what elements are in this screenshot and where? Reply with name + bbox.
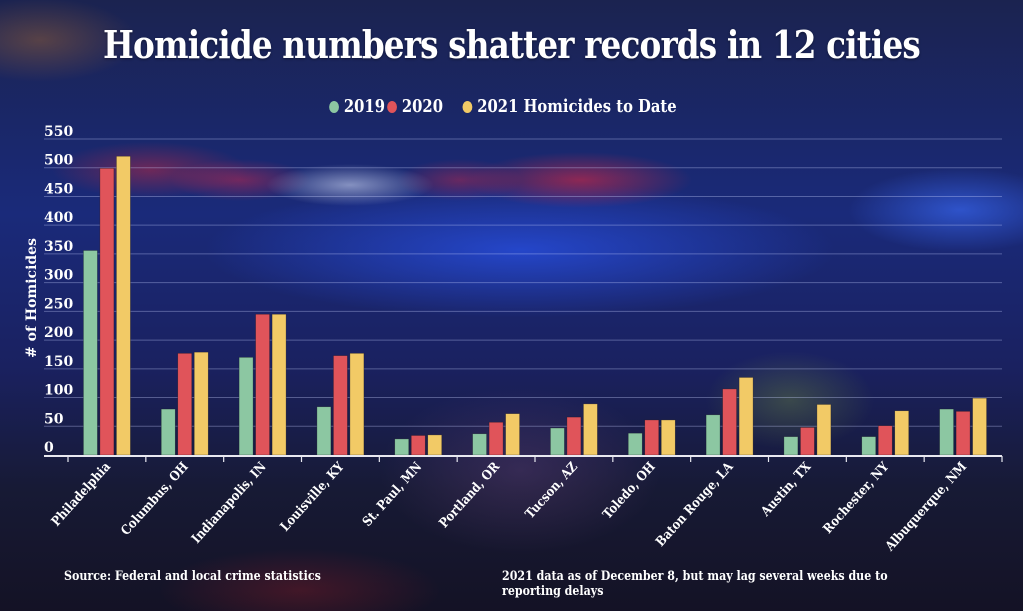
- data-note: 2021 data as of December 8, but may lag …: [502, 569, 888, 599]
- x-axis: [44, 455, 1003, 462]
- y-tick-label: 300: [44, 268, 73, 284]
- bar-2020-portland-or: [488, 421, 504, 456]
- bar-2019-austin-tx: [783, 436, 799, 456]
- x-tick-label: Tucson, AZ: [522, 459, 580, 521]
- legend-item-2020: 2020: [387, 96, 443, 117]
- legend-dot-2020: [387, 100, 397, 113]
- bar-2021-toledo-oh: [660, 419, 676, 456]
- bar-2019-albuquerque-nm: [939, 408, 954, 456]
- bar-2020-albuquerque-nm: [955, 411, 971, 456]
- bar-2020-toledo-oh: [644, 419, 660, 456]
- gridlines: [44, 138, 1002, 427]
- x-tick-label: Columbus, OH: [118, 459, 191, 538]
- x-tick-label: Rochester, NY: [820, 459, 892, 536]
- x-tick-label: Louisville, KY: [277, 459, 347, 534]
- bar-2021-philadelphia: [116, 155, 131, 456]
- x-tick-label: Toledo, OH: [600, 459, 659, 522]
- bar-2021-austin-tx: [816, 404, 832, 456]
- bar-2020-baton-rouge-la: [722, 388, 737, 456]
- bar-2019-st-paul-mn: [394, 438, 410, 456]
- legend-dot-2019: [328, 100, 339, 113]
- legend: 2019 2020 2021 Homicides to Date: [0, 96, 1023, 117]
- bar-2019-indianapolis-in: [238, 357, 254, 456]
- x-tick-label: Albuquerque, NM: [882, 459, 970, 554]
- bar-2020-st-paul-mn: [410, 435, 426, 456]
- bar-2020-philadelphia: [99, 168, 115, 456]
- bars: [83, 155, 987, 456]
- bar-2021-albuquerque-nm: [972, 397, 987, 456]
- bar-2020-rochester-ny: [877, 425, 893, 456]
- y-tick-label: 50: [44, 411, 64, 427]
- x-tick-label: Baton Rouge, LA: [653, 459, 737, 549]
- bar-2019-columbus-oh: [160, 408, 176, 456]
- y-tick-label: 450: [44, 181, 73, 197]
- y-axis-label: # of Homicides: [24, 238, 40, 358]
- chart-title: Homicide numbers shatter records in 12 c…: [103, 22, 921, 67]
- bar-2021-baton-rouge-la: [738, 377, 754, 456]
- bar-2019-louisville-ky: [316, 406, 332, 456]
- y-tick-label: 250: [44, 296, 73, 312]
- x-tick-label: Portland, OR: [436, 459, 503, 531]
- x-tick-label: St. Paul, MN: [359, 459, 424, 529]
- legend-label-2020: 2020: [401, 96, 443, 117]
- legend-label-2021: 2021 Homicides to Date: [477, 96, 677, 117]
- bar-2021-indianapolis-in: [271, 313, 287, 456]
- bar-2020-columbus-oh: [177, 353, 193, 456]
- bar-2021-rochester-ny: [894, 410, 910, 456]
- bar-2021-louisville-ky: [349, 353, 365, 456]
- y-tick-label: 150: [44, 354, 73, 370]
- bar-2021-st-paul-mn: [427, 434, 443, 456]
- legend-dot-2021: [462, 100, 473, 113]
- legend-label-2019: 2019: [343, 96, 385, 117]
- y-tick-label: 400: [44, 210, 73, 226]
- x-tick-label: Indianapolis, IN: [189, 459, 269, 546]
- bar-2019-philadelphia: [83, 250, 98, 456]
- bar-2020-louisville-ky: [333, 355, 348, 456]
- bar-2019-tucson-az: [550, 427, 565, 456]
- y-tick-label: 100: [44, 383, 73, 399]
- bar-2019-rochester-ny: [861, 436, 877, 456]
- bar-2020-austin-tx: [800, 427, 815, 456]
- bar-2020-indianapolis-in: [255, 313, 270, 456]
- y-tick-label: 0: [44, 440, 54, 456]
- y-tick-label: 500: [44, 153, 73, 169]
- x-tick-label: Philadelphia: [48, 459, 113, 529]
- bar-2020-tucson-az: [566, 416, 582, 456]
- bar-2019-baton-rouge-la: [705, 414, 721, 456]
- y-axis-ticks: 0 50 100 150 200 250 300 350 400 450 500 550: [44, 124, 73, 456]
- source-note: Source: Federal and local crime statisti…: [64, 569, 321, 584]
- y-tick-label: 550: [44, 124, 73, 140]
- x-tick-label: Austin, TX: [757, 459, 814, 520]
- y-tick-label: 350: [44, 239, 73, 255]
- legend-item-2021: 2021 Homicides to Date: [462, 96, 677, 117]
- bar-2019-portland-or: [472, 433, 487, 456]
- legend-item-2019: 2019: [328, 96, 385, 117]
- bar-2021-columbus-oh: [193, 351, 209, 456]
- bar-2021-tucson-az: [583, 403, 598, 456]
- bar-2021-portland-or: [505, 413, 520, 456]
- bar-2019-toledo-oh: [627, 432, 643, 456]
- y-tick-label: 200: [44, 325, 73, 341]
